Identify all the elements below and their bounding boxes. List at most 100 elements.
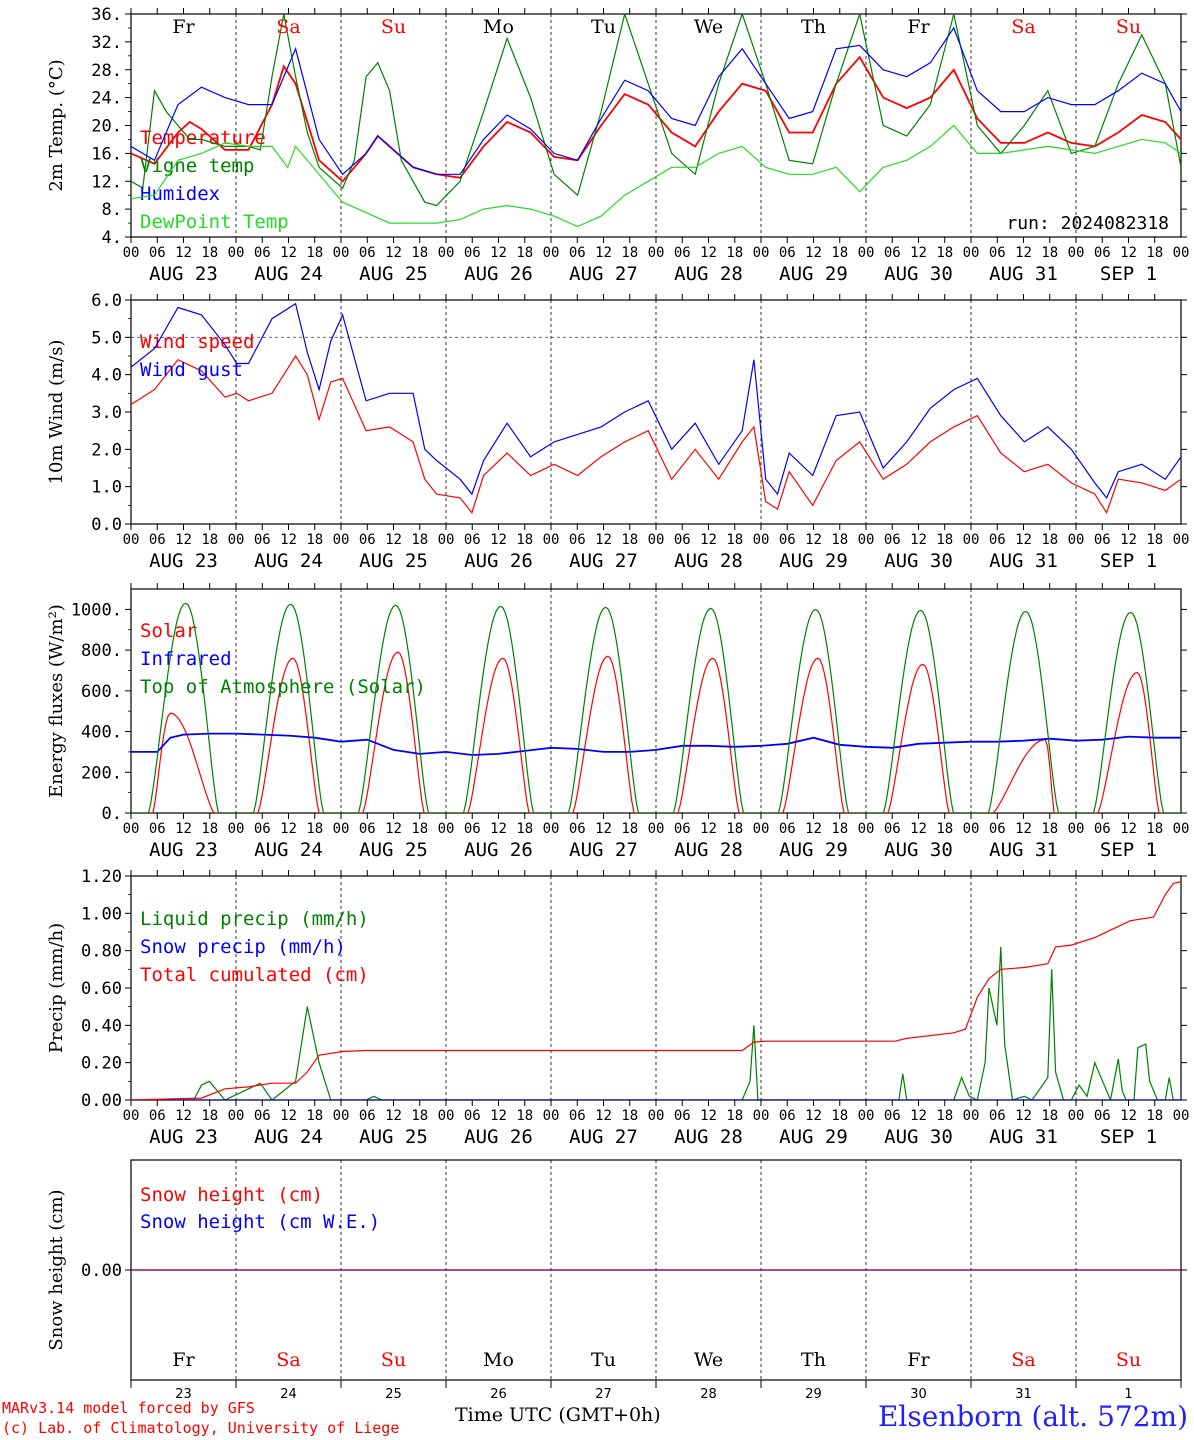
x-day-label: AUG 23 [149,1126,218,1148]
x-day-label: AUG 23 [149,550,218,572]
y-tick-label: 1.20 [81,867,122,887]
x-hour-label: 00 [1068,245,1085,261]
x-hour-label: 12 [1015,245,1032,261]
x-day-label: AUG 31 [989,1126,1058,1148]
x-hour-label: 06 [569,1108,586,1124]
weekday-label: Sa [1011,16,1035,38]
x-hour-label: 18 [831,1108,848,1124]
x-hour-label: 12 [700,532,717,548]
x-hour-label: 18 [936,821,953,837]
x-hour-label: 18 [201,821,218,837]
x-hour-label: 12 [595,245,612,261]
y-tick-label: 0.80 [81,942,122,962]
x-hour-label: 12 [175,1108,192,1124]
x-day-label: AUG 29 [779,1126,848,1148]
y-tick-label: 0.00 [81,1091,122,1111]
x-day-label: SEP 1 [1100,263,1157,285]
x-day-label: AUG 23 [149,839,218,861]
lab-credit: (c) Lab. of Climatology, University of L… [2,1419,400,1437]
x-hour-label: 18 [621,1108,638,1124]
x-hour-label: 18 [1041,532,1058,548]
weekday-label: Fr [907,1349,930,1371]
x-hour-label: 00 [228,821,245,837]
x-day-label: AUG 24 [254,550,323,572]
x-day-label: AUG 28 [674,550,743,572]
y-tick-label: 0. [102,804,122,824]
weekday-label: Su [1116,1349,1141,1371]
y-tick-label: 200. [81,763,122,783]
day-number: 29 [805,1387,822,1402]
y-tick-label: 600. [81,682,122,702]
y-axis-label: Snow height (cm) [46,1189,67,1350]
panel-snow: 0.00 Snow height (cm) Snow height (cm) Snow… [46,1159,1187,1402]
day-number: 26 [490,1387,507,1402]
x-hour-label: 12 [1120,1108,1137,1124]
x-hour-label: 18 [1041,245,1058,261]
x-hour-label: 00 [123,821,140,837]
legend-entry: Solar [140,620,197,642]
weekday-label: Mo [483,16,514,38]
x-day-label: AUG 25 [359,550,428,572]
y-tick-label: 0.60 [81,979,122,999]
x-day-label: AUG 24 [254,1126,323,1148]
x-hour-label: 12 [490,245,507,261]
weekday-label: Th [801,16,826,38]
x-day-label: AUG 25 [359,1126,428,1148]
x-hour-label: 00 [1068,1108,1085,1124]
y-tick-label: 28. [91,61,122,81]
y-tick-label: 400. [81,723,122,743]
weekday-label: Fr [172,16,195,38]
series-line-wind-gust [131,302,1181,500]
x-hour-label: 06 [884,245,901,261]
x-day-label: AUG 30 [884,839,953,861]
x-day-label: AUG 28 [674,263,743,285]
x-hour-label: 00 [858,245,875,261]
x-hour-label: 06 [989,1108,1006,1124]
x-hour-label: 12 [1015,1108,1032,1124]
x-hour-label: 18 [726,1108,743,1124]
x-hour-label: 00 [543,1108,560,1124]
x-hour-label: 00 [963,532,980,548]
y-tick-label: 0.00 [81,1261,122,1281]
x-day-label: AUG 26 [464,839,533,861]
x-day-label: AUG 26 [464,263,533,285]
legend-entry: Humidex [140,183,220,205]
x-hour-label: 06 [149,1108,166,1124]
x-hour-label: 06 [674,821,691,837]
x-hour-label: 18 [1041,821,1058,837]
x-hour-label: 00 [543,532,560,548]
weekday-label: Fr [907,16,930,38]
x-hour-label: 00 [228,532,245,548]
x-hour-label: 12 [805,532,822,548]
legend-entry: Infrared [140,648,232,670]
x-hour-label: 06 [359,1108,376,1124]
x-hour-label: 00 [858,532,875,548]
x-hour-label: 06 [779,532,796,548]
x-day-label: AUG 30 [884,1126,953,1148]
x-hour-label: 06 [359,821,376,837]
x-day-label: AUG 25 [359,839,428,861]
x-hour-label: 18 [201,245,218,261]
x-hour-label: 06 [989,532,1006,548]
weekday-label: We [694,16,723,38]
x-hour-label: 18 [1041,1108,1058,1124]
plot-frame [130,13,1182,238]
x-hour-label: 12 [280,245,297,261]
x-day-label: AUG 29 [779,263,848,285]
series-line-wind-speed [131,354,1181,515]
x-hour-label: 18 [1146,532,1163,548]
x-day-label: AUG 25 [359,263,428,285]
x-hour-label: 06 [464,1108,481,1124]
x-hour-label: 06 [1094,245,1111,261]
x-hour-label: 00 [228,1108,245,1124]
x-hour-label: 18 [936,245,953,261]
x-day-label: AUG 26 [464,550,533,572]
x-day-label: AUG 27 [569,1126,638,1148]
weekday-label: Sa [1011,1349,1035,1371]
day-number: 27 [595,1387,612,1402]
y-tick-label: 1.00 [81,904,122,924]
x-hour-label: 12 [175,245,192,261]
x-day-label: AUG 29 [779,839,848,861]
series-line-liquid-precip-mm-h- [131,946,1181,1100]
x-day-label: SEP 1 [1100,550,1157,572]
